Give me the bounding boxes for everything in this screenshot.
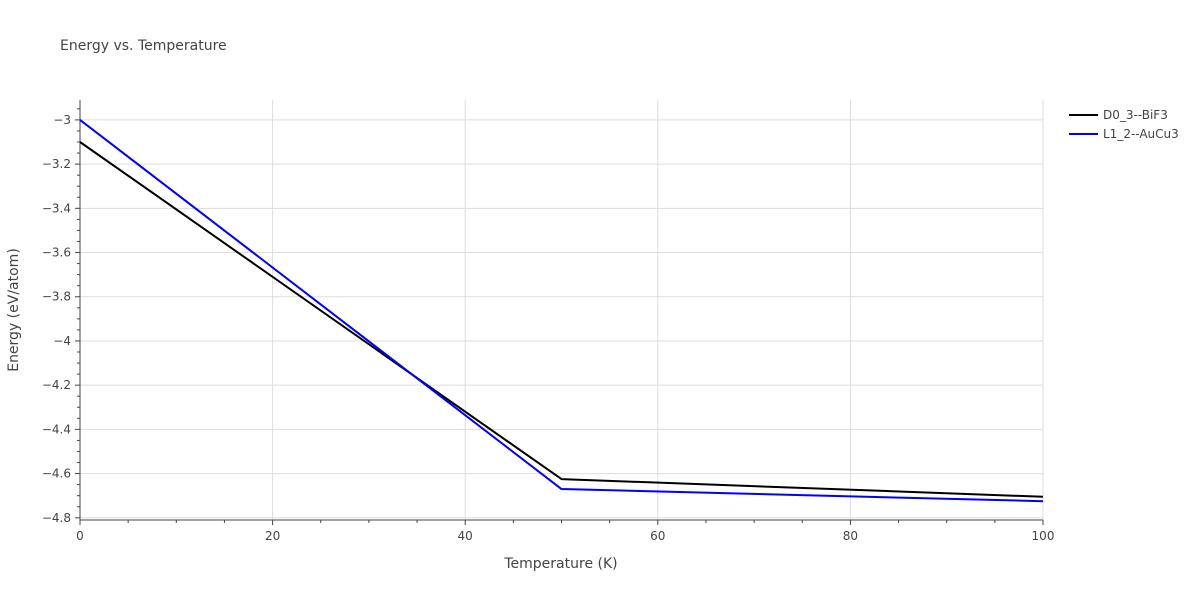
y-tick-label: −4.8 — [42, 511, 71, 525]
y-tick-label: −4.6 — [42, 467, 71, 481]
legend-label: L1_2--AuCu3 — [1103, 127, 1179, 141]
x-tick-label: 20 — [265, 529, 280, 543]
y-tick-label: −3.8 — [42, 290, 71, 304]
legend-item[interactable]: D0_3--BiF3 — [1069, 108, 1168, 122]
x-tick-label: 60 — [650, 529, 665, 543]
legend-label: D0_3--BiF3 — [1103, 108, 1168, 122]
y-tick-label: −3.6 — [42, 246, 71, 260]
chart-title: Energy vs. Temperature — [60, 38, 227, 54]
y-tick-label: −3 — [53, 113, 71, 127]
y-axis-title: Energy (eV/atom) — [6, 248, 22, 372]
series-line-1[interactable] — [79, 119, 1044, 503]
y-tick-label: −4.4 — [42, 422, 71, 436]
plot-area — [79, 119, 1044, 503]
x-axis-title: Temperature (K) — [503, 556, 617, 572]
series-line-0[interactable] — [79, 141, 1044, 498]
y-tick-label: −3.2 — [42, 157, 71, 171]
x-tick-label: 100 — [1032, 529, 1055, 543]
y-tick-label: −4.2 — [42, 378, 71, 392]
legend[interactable]: D0_3--BiF3 L1_2--AuCu3 — [1069, 108, 1179, 141]
grid — [80, 100, 1044, 520]
x-tick-label: 40 — [458, 529, 473, 543]
y-tick-label: −3.4 — [42, 201, 71, 215]
legend-item[interactable]: L1_2--AuCu3 — [1069, 127, 1179, 141]
x-tick-label: 80 — [843, 529, 858, 543]
axes: 0 20 40 60 80 100 −3 −3.2 −3.4 −3.6 −3.8 −4 −4.2 −4.4… — [42, 100, 1055, 543]
x-tick-label: 0 — [76, 529, 84, 543]
y-tick-label: −4 — [53, 334, 71, 348]
